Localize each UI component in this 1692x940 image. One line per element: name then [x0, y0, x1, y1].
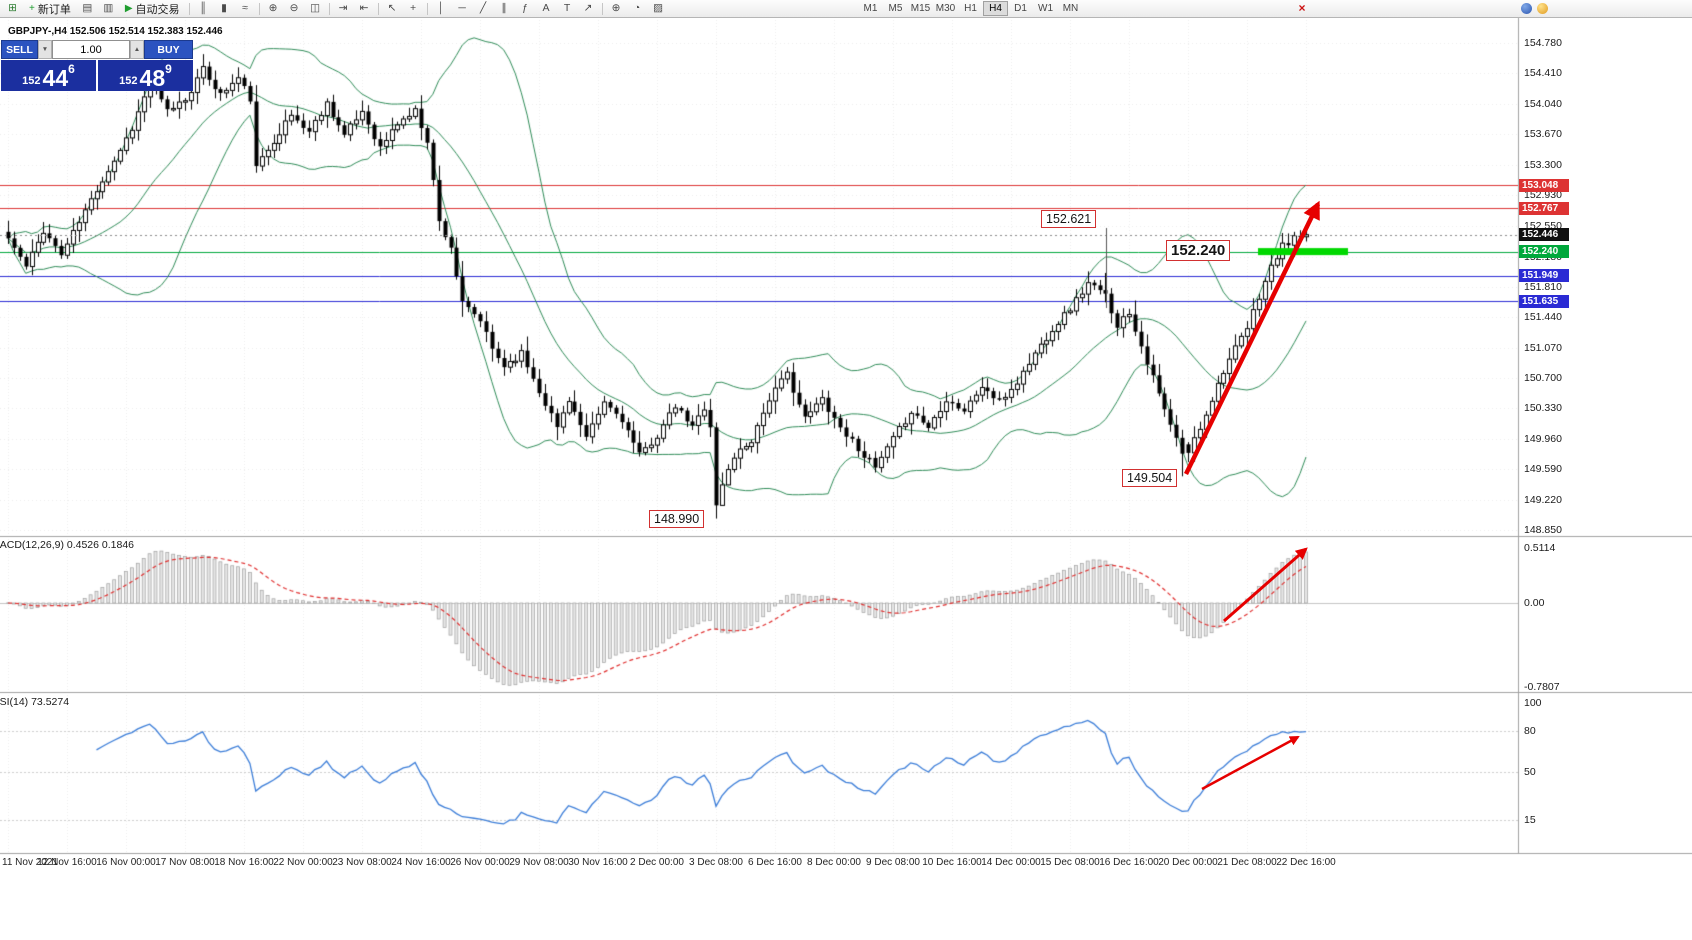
macd-label: MACD(12,26,9) 0.4526 0.1846	[0, 539, 135, 551]
channel-icon[interactable]: ∥	[501, 2, 507, 14]
toolbar-separator	[426, 2, 428, 15]
community-icon[interactable]	[1521, 3, 1532, 14]
timeframe-h1[interactable]: H1	[964, 3, 977, 14]
fibonacci-icon[interactable]: ƒ	[522, 2, 528, 14]
chart-shift-icon[interactable]: ⇤	[359, 2, 369, 14]
timeframe-toolbar: M1 M5 M15 M30 H1 H4 D1 W1 MN	[858, 1, 1083, 16]
new-order-button-icon: +	[29, 2, 35, 14]
alert-icon[interactable]	[1537, 3, 1548, 14]
new-order-button-label: 新订单	[37, 3, 71, 16]
toolbar-separator	[377, 2, 379, 15]
sell-price-main: 44	[42, 65, 69, 91]
sell-price-button[interactable]: 152 44 6	[1, 60, 96, 91]
timeframe-m30[interactable]: M30	[935, 3, 956, 14]
timeframe-h4[interactable]: H4	[983, 1, 1008, 16]
chart-profiles-icon[interactable]: ▤	[82, 2, 93, 14]
crosshair-icon[interactable]: +	[409, 2, 417, 14]
chart-info-line: GBPJPY-,H4 152.506 152.514 152.383 152.4…	[8, 26, 223, 37]
buy-price-prefix: 152	[119, 75, 138, 87]
text-label-icon[interactable]: T	[563, 2, 571, 14]
price-axis[interactable]	[1519, 17, 1692, 853]
buy-price-main: 48	[139, 65, 166, 91]
toolbar-separator	[601, 2, 603, 15]
templates-icon[interactable]: ▨	[653, 2, 663, 14]
one-click-prices: 152 44 6 152 48 9	[1, 60, 193, 91]
horizontal-line-icon[interactable]: ─	[458, 2, 466, 14]
new-order-button[interactable]: + 新订单	[23, 1, 77, 16]
buy-price-button[interactable]: 152 48 9	[98, 60, 193, 91]
buy-price-sup: 9	[165, 62, 172, 76]
one-click-row: SELL ▼ ▲ BUY	[1, 40, 193, 59]
price-annotation-label[interactable]: 148.990	[649, 510, 705, 528]
trendline-icon[interactable]: ╱	[479, 2, 487, 14]
data-window-icon[interactable]: ▥	[103, 2, 114, 14]
cursor-icon[interactable]: ↖	[387, 2, 397, 14]
auto-trading-button[interactable]: ▶ 自动交易	[119, 1, 186, 16]
periods-icon[interactable]: ◔	[633, 2, 641, 14]
timeframe-m5[interactable]: M5	[888, 3, 903, 14]
time-axis[interactable]	[0, 854, 1518, 874]
timeframe-m1[interactable]: M1	[863, 3, 878, 14]
auto-trading-button-label: 自动交易	[135, 3, 180, 16]
close-icon[interactable]: ×	[1298, 1, 1306, 15]
zoom-out-icon[interactable]: ⊖	[289, 2, 299, 14]
toolbar-separator	[188, 2, 190, 15]
timeframe-m15[interactable]: M15	[910, 3, 931, 14]
sell-price-sup: 6	[68, 62, 75, 76]
toolbar: ⊞ + 新订单 ▤ ▥ ▶ 自动交易 ║ ▮ ≈ ⊕ ⊖ ◫ ⇥ ⇤ ↖ + │ ─ ╱ ∥ ƒ A T ↗ ⊕ ◔ ▨ M1 M5 M1…	[0, 0, 1692, 18]
volume-decrease-button[interactable]: ▼	[38, 40, 52, 59]
indicators-icon[interactable]: ⊕	[611, 2, 621, 14]
rsi-label: RSI(14) 73.5274	[0, 696, 70, 708]
buy-button[interactable]: BUY	[144, 40, 193, 59]
price-annotation-label[interactable]: 149.504	[1122, 469, 1178, 487]
toolbar-separator	[328, 2, 330, 15]
sell-button[interactable]: SELL	[1, 40, 38, 59]
auto-scroll-icon[interactable]: ⇥	[338, 2, 348, 14]
tile-windows-icon[interactable]: ◫	[310, 2, 320, 14]
zoom-in-icon[interactable]: ⊕	[268, 2, 278, 14]
price-annotation-label[interactable]: 152.621	[1041, 210, 1097, 228]
arrows-tool-icon[interactable]: ↗	[583, 2, 593, 14]
sell-price-prefix: 152	[22, 75, 41, 87]
volume-increase-button[interactable]: ▲	[130, 40, 144, 59]
text-icon[interactable]: A	[542, 2, 550, 14]
toolbar-separator	[258, 2, 260, 15]
line-chart-icon[interactable]: ≈	[242, 2, 248, 14]
price-annotation-label[interactable]: 152.240	[1166, 240, 1231, 261]
timeframe-mn[interactable]: MN	[1062, 3, 1079, 14]
toolbar-left-group: ⊞ + 新订单 ▤ ▥ ▶ 自动交易 ║ ▮ ≈ ⊕ ⊖ ◫ ⇥ ⇤ ↖ + │ ─ ╱ ∥ ƒ A T ↗ ⊕ ◔ ▨	[2, 0, 669, 17]
vertical-line-icon[interactable]: │	[437, 2, 445, 14]
candlestick-chart-icon[interactable]: ▮	[221, 2, 227, 14]
auto-trading-button-icon: ▶	[124, 2, 133, 14]
volume-input[interactable]	[52, 40, 130, 59]
timeframe-w1[interactable]: W1	[1038, 3, 1053, 14]
timeframe-d1[interactable]: D1	[1014, 3, 1027, 14]
new-chart-icon[interactable]: ⊞	[8, 2, 17, 14]
bar-chart-icon[interactable]: ║	[199, 2, 207, 14]
